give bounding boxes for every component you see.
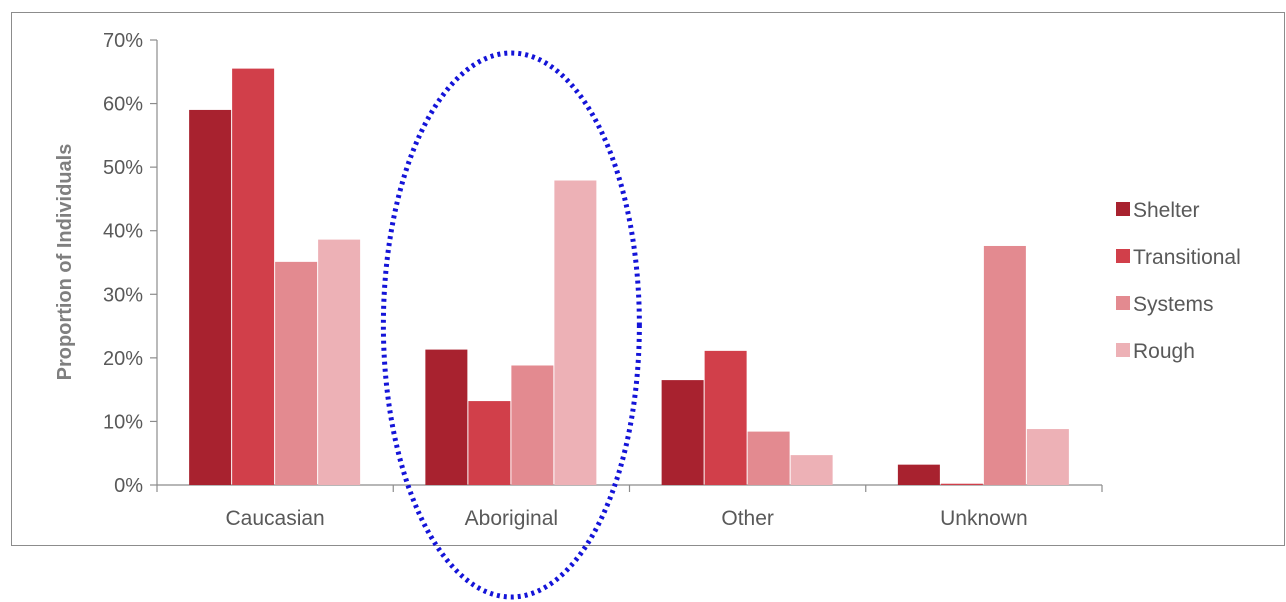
legend-swatch (1116, 249, 1130, 263)
legend-label: Systems (1133, 293, 1214, 316)
legend-swatch (1116, 343, 1130, 357)
x-tick-label: Other (721, 507, 774, 530)
y-tick-label: 10% (103, 411, 143, 433)
legend-label: Shelter (1133, 199, 1200, 222)
y-tick-label: 70% (103, 30, 143, 52)
chart-frame (11, 12, 1285, 546)
bar (661, 380, 704, 485)
legend-label: Rough (1133, 340, 1195, 363)
x-tick-label: Caucasian (226, 507, 325, 530)
bar (275, 261, 318, 485)
bar (511, 365, 554, 485)
legend-swatch (1116, 296, 1130, 310)
x-tick-label: Unknown (940, 507, 1028, 530)
bar (425, 349, 468, 485)
bar (554, 180, 597, 485)
y-tick-label: 30% (103, 284, 143, 306)
y-tick-label: 20% (103, 348, 143, 370)
bar (1026, 429, 1069, 485)
bar (189, 109, 232, 485)
legend-label: Transitional (1133, 246, 1241, 269)
y-tick-label: 50% (103, 157, 143, 179)
bar (897, 464, 940, 485)
bar (790, 455, 833, 485)
bar (940, 483, 983, 485)
y-tick-label: 0% (114, 475, 143, 497)
bar (747, 431, 790, 485)
y-tick-label: 60% (103, 94, 143, 116)
bar (704, 350, 747, 485)
highlight-ellipse-shape (380, 50, 642, 600)
legend-swatch (1116, 202, 1130, 216)
bar (468, 401, 511, 485)
legend: Shelter Transitional Systems Rough (1116, 199, 1241, 363)
bars (189, 68, 1069, 485)
x-tick-label: Aboriginal (465, 507, 558, 530)
x-axis: Caucasian Aboriginal Other Unknown (156, 484, 1103, 530)
y-tick-label: 40% (103, 221, 143, 243)
bar (318, 239, 361, 485)
highlight-ellipse (380, 50, 642, 600)
bar (983, 245, 1026, 485)
bar (232, 68, 275, 485)
y-axis: 0% 10% 20% 30% 40% 50% 60% 70% (103, 30, 158, 497)
y-axis-title: Proportion of Individuals (54, 144, 76, 381)
